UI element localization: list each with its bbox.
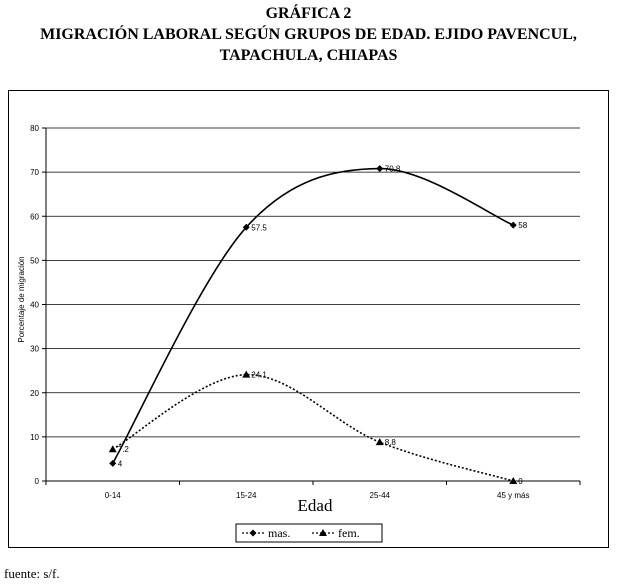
data-label-mas: 57.5 — [251, 223, 267, 232]
legend-marker — [249, 529, 257, 537]
data-label-fem: 7.2 — [118, 445, 130, 454]
y-tick-label: 60 — [30, 212, 39, 221]
chart-title-line-2: MIGRACIÓN LABORAL SEGÚN GRUPOS DE EDAD. … — [40, 26, 577, 43]
y-axis-title: Porcentaje de migración — [17, 256, 26, 342]
legend-label: mas. — [268, 526, 290, 540]
chart-title-line-1: GRÁFICA 2 — [265, 5, 352, 22]
data-label-fem: 0 — [518, 477, 523, 486]
legend-marker — [319, 529, 327, 536]
data-point-mas — [376, 165, 384, 173]
data-point-mas — [509, 221, 517, 229]
data-label-mas: 70.8 — [385, 165, 401, 174]
data-point-fem — [375, 438, 384, 446]
data-label-mas: 58 — [518, 221, 527, 230]
y-tick-label: 20 — [30, 389, 39, 398]
chart-frame — [8, 90, 609, 548]
data-point-fem — [108, 445, 117, 453]
y-tick-label: 40 — [30, 301, 39, 310]
legend-box — [235, 523, 383, 543]
y-tick-label: 70 — [30, 168, 39, 177]
series-line-fem — [112, 373, 514, 482]
y-tick-label: 10 — [30, 433, 39, 442]
data-point-mas — [109, 459, 117, 467]
y-tick-label: 80 — [30, 124, 39, 133]
data-label-mas: 4 — [118, 459, 123, 468]
series-line-mas — [112, 167, 514, 464]
y-tick-label: 50 — [30, 256, 39, 265]
y-tick-label: 30 — [30, 345, 39, 354]
data-point-fem — [509, 477, 518, 484]
data-label-fem: 8.8 — [385, 438, 397, 447]
data-point-mas — [242, 223, 250, 231]
data-label-fem: 24.1 — [251, 371, 267, 380]
source-note: fuente: s/f. — [4, 566, 60, 581]
data-point-fem — [242, 370, 251, 378]
legend-label: fem. — [338, 526, 360, 540]
chart-title-line-3: TAPACHULA, CHIAPAS — [219, 47, 398, 64]
x-axis-title: Edad — [298, 496, 333, 515]
x-tick-label: 0-14 — [105, 491, 122, 500]
x-tick-label: 25-44 — [370, 491, 391, 500]
y-tick-label: 0 — [35, 477, 40, 486]
x-tick-label: 45 y más — [497, 491, 529, 500]
x-tick-label: 15-24 — [236, 491, 257, 500]
